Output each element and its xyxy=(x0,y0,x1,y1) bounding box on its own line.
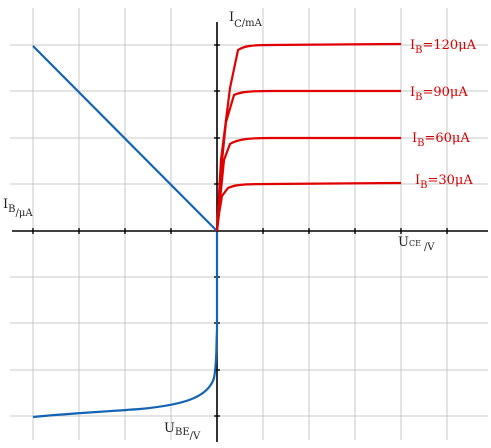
ib-axis-label: IB/μA xyxy=(3,197,33,219)
ic-axis-label: IC/mA xyxy=(229,10,263,30)
output-curve-120 xyxy=(215,42,402,232)
label-ib-30: IB=30μA xyxy=(415,173,473,191)
output-curve-30 xyxy=(215,181,402,232)
output-curve-60 xyxy=(215,136,401,232)
label-ib-60: IB=60μA xyxy=(412,131,470,149)
ube-axis-label: UBE/V xyxy=(164,421,201,442)
input-curve-upper xyxy=(32,45,218,232)
uce-axis-label: UCE/V xyxy=(398,235,435,253)
output-curve-90 xyxy=(215,89,401,232)
input-curve-lower xyxy=(32,232,219,419)
label-ib-120: IB=120μA xyxy=(410,38,477,56)
label-ib-90: IB=90μA xyxy=(410,85,468,103)
axes xyxy=(12,22,488,442)
output-curves xyxy=(215,42,402,232)
grid xyxy=(10,8,488,440)
